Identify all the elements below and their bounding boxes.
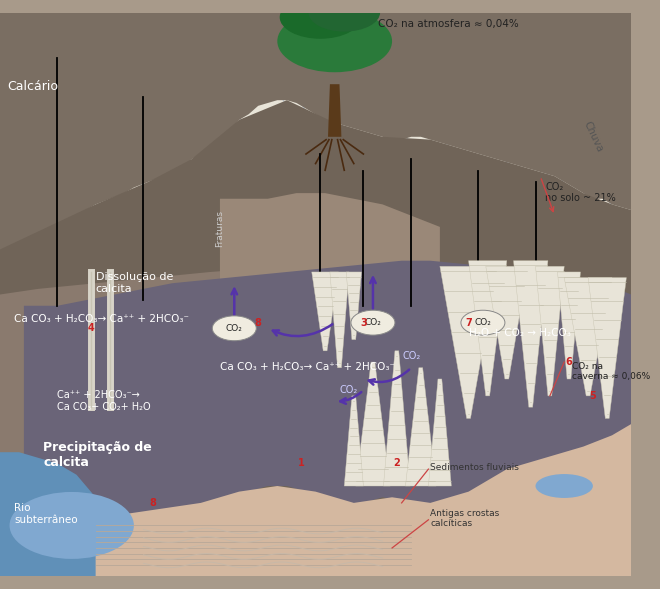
Text: Dissolução de
calcita: Dissolução de calcita [96, 272, 173, 293]
Text: CO₂: CO₂ [475, 318, 491, 327]
Text: 2: 2 [393, 458, 400, 468]
Ellipse shape [535, 474, 593, 498]
Text: Antigas crostas
calcíticas: Antigas crostas calcíticas [430, 508, 500, 528]
Polygon shape [405, 368, 436, 486]
Text: Precipitação de
calcita: Precipitação de calcita [43, 441, 152, 469]
Polygon shape [24, 424, 631, 576]
Ellipse shape [461, 310, 505, 335]
Polygon shape [356, 362, 390, 486]
Text: 3: 3 [360, 317, 367, 327]
Ellipse shape [351, 310, 395, 335]
Ellipse shape [277, 10, 392, 72]
Text: Calcário: Calcário [8, 81, 59, 94]
Text: CO₂ na atmosfera ≈ 0,04%: CO₂ na atmosfera ≈ 0,04% [378, 18, 519, 28]
Text: 5: 5 [589, 391, 596, 401]
Text: Rio
subterrâneo: Rio subterrâneo [15, 503, 78, 524]
Ellipse shape [301, 0, 368, 12]
Polygon shape [558, 272, 580, 379]
Polygon shape [24, 261, 631, 531]
Polygon shape [0, 100, 631, 576]
Polygon shape [535, 266, 564, 396]
Polygon shape [312, 272, 339, 351]
Ellipse shape [308, 0, 380, 32]
Text: CO₂ na
caverna ≈ 0,06%: CO₂ na caverna ≈ 0,06% [572, 362, 650, 382]
Text: 1: 1 [298, 458, 305, 468]
Text: CO₂: CO₂ [402, 352, 420, 362]
Ellipse shape [280, 0, 361, 39]
Polygon shape [469, 261, 507, 396]
Polygon shape [486, 266, 528, 379]
Polygon shape [0, 13, 631, 323]
Polygon shape [220, 193, 440, 323]
Text: CO₂: CO₂ [364, 318, 381, 327]
Polygon shape [440, 266, 497, 418]
Text: Ca CO₃ + H₂CO₃→ Ca⁺⁺ + 2HCO₃⁻: Ca CO₃ + H₂CO₃→ Ca⁺⁺ + 2HCO₃⁻ [220, 362, 395, 372]
Polygon shape [346, 272, 362, 340]
Polygon shape [0, 452, 96, 576]
Text: Fraturas: Fraturas [215, 210, 224, 247]
Ellipse shape [9, 492, 134, 559]
Text: Sedimentos fluviais: Sedimentos fluviais [430, 464, 519, 472]
Polygon shape [328, 84, 341, 137]
Polygon shape [564, 277, 612, 396]
Text: Ca CO₃ + H₂CO₃→ Ca⁺⁺ + 2HCO₃⁻: Ca CO₃ + H₂CO₃→ Ca⁺⁺ + 2HCO₃⁻ [15, 314, 189, 324]
Polygon shape [345, 396, 364, 486]
Polygon shape [428, 379, 451, 486]
Text: CO₂
no solo ~ 21%: CO₂ no solo ~ 21% [545, 182, 616, 203]
Polygon shape [330, 272, 349, 368]
Polygon shape [0, 266, 631, 492]
Polygon shape [383, 351, 411, 486]
Polygon shape [588, 277, 626, 418]
Text: H₂O + CO₂ → H₂CO₃: H₂O + CO₂ → H₂CO₃ [469, 328, 570, 338]
Text: CO₂: CO₂ [226, 324, 243, 333]
Text: Ca⁺⁺ + 2HCO₃⁻→
Ca CO₃+ CO₂+ H₂O: Ca⁺⁺ + 2HCO₃⁻→ Ca CO₃+ CO₂+ H₂O [57, 391, 151, 412]
Text: Chuva: Chuva [581, 120, 605, 154]
Ellipse shape [213, 316, 256, 340]
Polygon shape [513, 261, 548, 407]
Text: 7: 7 [465, 317, 472, 327]
Text: 8: 8 [255, 317, 261, 327]
Polygon shape [0, 13, 631, 233]
Text: 6: 6 [566, 357, 572, 367]
Text: 8: 8 [150, 498, 156, 508]
Text: 4: 4 [88, 323, 94, 333]
Text: CO₂: CO₂ [340, 385, 358, 395]
